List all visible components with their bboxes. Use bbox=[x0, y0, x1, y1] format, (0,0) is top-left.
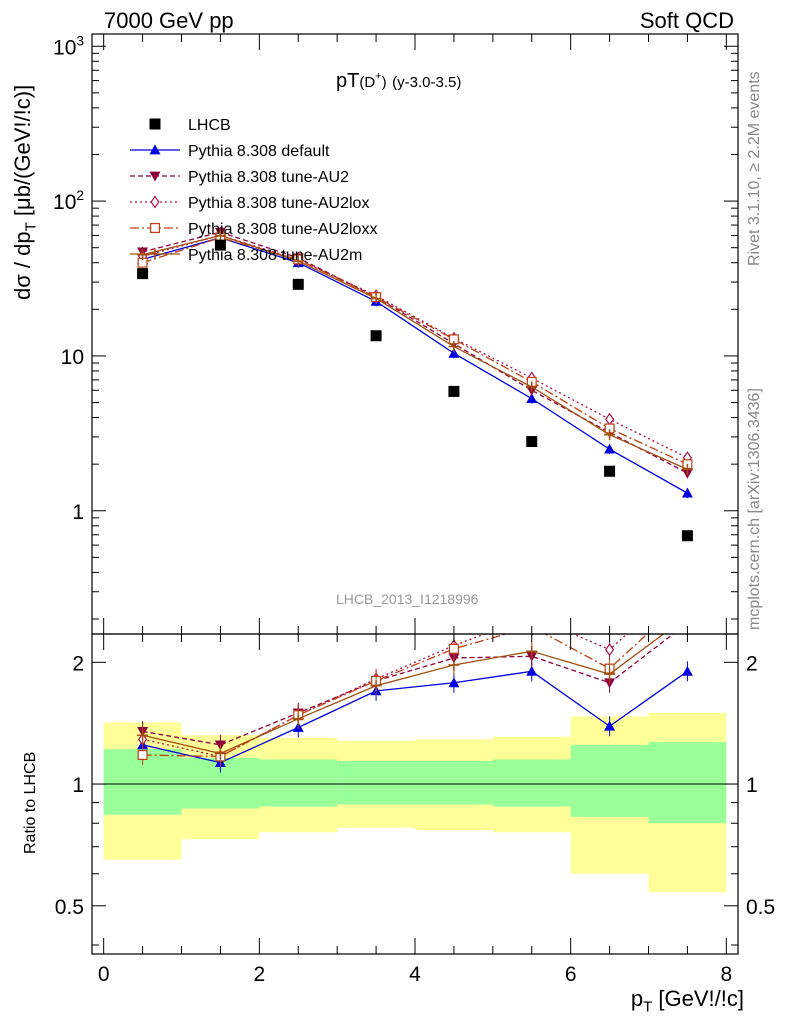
x-axis-title: pT [GeV!/!c] bbox=[631, 986, 744, 1015]
legend-label: Pythia 8.308 tune-AU2loxx bbox=[188, 221, 377, 238]
series-0-main-point bbox=[448, 347, 460, 358]
rivet-version-label: Rivet 3.1.10, ≥ 2.2M events bbox=[746, 71, 763, 266]
series-0-ratio-point bbox=[681, 665, 693, 676]
header-right: Soft QCD bbox=[639, 8, 734, 33]
ratio-ytick-label-left: 2 bbox=[72, 652, 84, 675]
legend-swatch-marker bbox=[150, 223, 161, 234]
band-inner bbox=[492, 759, 571, 807]
plot-title-range: (y-3.0-3.5) bbox=[392, 74, 462, 91]
data-point bbox=[137, 268, 149, 280]
xtick-label: 0 bbox=[98, 963, 110, 986]
mcplots-credit-label: mcplots.cern.ch [arXiv:1306.3436] bbox=[746, 388, 763, 630]
ratio-ytick-label-left: 0.5 bbox=[55, 896, 84, 919]
header-left: 7000 GeV pp bbox=[104, 8, 234, 33]
series-3-main-line bbox=[142, 237, 688, 465]
y-axis-title: dσ / dpT [μb/(GeV!/!c)] bbox=[10, 85, 39, 300]
xtick-label: 2 bbox=[253, 963, 265, 986]
series-3-ratio-point bbox=[137, 749, 148, 760]
series-4-main-line bbox=[142, 234, 688, 470]
series-0-ratio-point bbox=[526, 665, 538, 676]
data-point bbox=[448, 385, 460, 397]
plot-title-close: ) bbox=[381, 74, 387, 91]
plot-title-sub: (D bbox=[359, 74, 376, 91]
series-2-ratio-point bbox=[604, 643, 615, 657]
band-inner bbox=[415, 761, 493, 805]
main-ytick-label: 102 bbox=[53, 188, 84, 214]
main-ytick-label: 103 bbox=[53, 33, 84, 59]
band-inner bbox=[648, 742, 727, 824]
legend-entry: Pythia 8.308 tune-AU2lox bbox=[130, 195, 369, 212]
y-axis-title-main: dσ / dp bbox=[10, 231, 35, 300]
legend-swatch-marker bbox=[149, 118, 161, 130]
data-point bbox=[604, 465, 616, 477]
legend-label: Pythia 8.308 tune-AU2lox bbox=[188, 195, 369, 212]
plot-title-main: pT bbox=[336, 70, 360, 92]
analysis-watermark: LHCB_2013_I1218996 bbox=[336, 591, 479, 607]
ratio-ytick-label-left: 1 bbox=[72, 774, 84, 797]
data-point bbox=[526, 436, 538, 448]
ratio-ytick-label-right: 0.5 bbox=[746, 896, 775, 919]
legend-label: LHCB bbox=[188, 117, 231, 134]
x-axis-title-sub: T bbox=[643, 998, 653, 1016]
series-3-ratio-line bbox=[142, 634, 649, 758]
main-series-layer bbox=[137, 227, 693, 542]
series-0-main-point bbox=[526, 393, 538, 404]
ratio-series-layer bbox=[137, 574, 693, 773]
legend-label: Pythia 8.308 tune-AU2 bbox=[188, 169, 349, 186]
legend-entry: Pythia 8.308 default bbox=[130, 143, 330, 160]
legend-entry: LHCB bbox=[149, 117, 231, 134]
series-0-ratio-point bbox=[604, 720, 616, 731]
legend-entry: Pythia 8.308 tune-AU2 bbox=[130, 169, 349, 186]
series-0-ratio-line bbox=[142, 670, 688, 764]
legend-label: Pythia 8.308 tune-AU2m bbox=[188, 247, 362, 264]
main-ytick-label-sup: 2 bbox=[76, 188, 84, 203]
legend-swatch-marker bbox=[149, 144, 161, 155]
legend-entry: Pythia 8.308 tune-AU2m bbox=[130, 247, 362, 264]
y-axis-title-units: [μb/(GeV!/!c)] bbox=[10, 84, 35, 217]
series-1-main-line bbox=[142, 231, 688, 474]
series-2-ratio-line bbox=[142, 634, 628, 758]
ratio-axis-title: Ratio to LHCB bbox=[22, 751, 39, 854]
legend-swatch-marker bbox=[150, 195, 160, 209]
series-0-main-point bbox=[604, 443, 616, 454]
series-4-ratio-line bbox=[142, 634, 665, 755]
series-0-main-line bbox=[142, 237, 688, 494]
ratio-ytick-label-right: 2 bbox=[746, 652, 758, 675]
series-3-ratio-point bbox=[683, 593, 692, 602]
data-point bbox=[370, 330, 382, 342]
legend-entry: Pythia 8.308 tune-AU2loxx bbox=[130, 221, 377, 238]
legend: LHCB Pythia 8.308 default Pythia 8.308 tun… bbox=[130, 117, 377, 264]
plot-title: pT(D+) (y-3.0-3.5) bbox=[336, 70, 461, 93]
legend-swatch-marker bbox=[149, 171, 161, 182]
xtick-label: 6 bbox=[565, 963, 577, 986]
plot-title-sup: + bbox=[375, 70, 382, 83]
main-ytick-label: 10 bbox=[61, 346, 84, 369]
series-2-ratio-point bbox=[684, 574, 692, 585]
x-axis-title-units: [GeV!/!c] bbox=[658, 986, 744, 1011]
xtick-label: 8 bbox=[720, 963, 732, 986]
band-inner bbox=[259, 759, 338, 807]
series-3-ratio-point bbox=[448, 643, 459, 654]
data-point bbox=[214, 239, 226, 251]
band-inner bbox=[337, 761, 415, 805]
series-1-ratio-line bbox=[142, 634, 675, 746]
series-0-ratio-point bbox=[448, 677, 460, 688]
data-point bbox=[292, 278, 304, 290]
main-ytick-label-sup: 3 bbox=[76, 33, 84, 48]
main-ytick-label: 1 bbox=[72, 501, 84, 524]
y-axis-title-sub: T bbox=[22, 222, 40, 232]
ratio-uncertainty-bands bbox=[92, 712, 738, 893]
x-axis-title-main: p bbox=[630, 986, 644, 1011]
ratio-ytick-label-right: 1 bbox=[746, 774, 758, 797]
series-0-main-point bbox=[681, 487, 693, 498]
band-inner bbox=[570, 744, 649, 817]
series-2-main-point bbox=[604, 412, 615, 426]
xtick-label: 4 bbox=[409, 963, 421, 986]
series-2-ratio-point bbox=[528, 611, 536, 622]
data-point bbox=[681, 530, 693, 542]
legend-label: Pythia 8.308 default bbox=[188, 143, 330, 160]
